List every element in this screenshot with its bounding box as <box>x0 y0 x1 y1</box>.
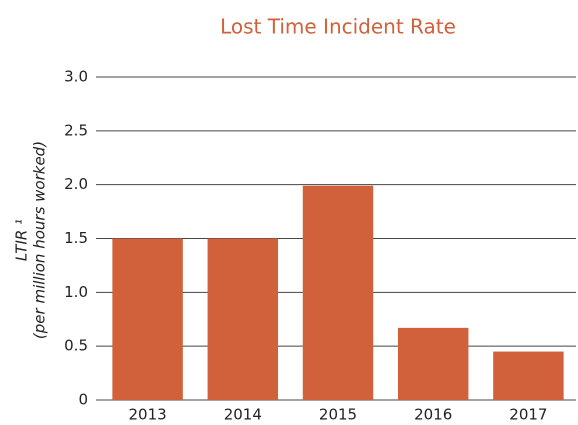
y-tick-label: 3.0 <box>64 68 88 86</box>
y-tick-label: 2.5 <box>64 121 88 139</box>
x-tick-label: 2016 <box>414 406 452 424</box>
y-axis-label: LTIR ¹ <box>13 219 31 261</box>
chart-title: Lost Time Incident Rate <box>220 15 456 39</box>
bar <box>112 238 183 400</box>
bar <box>397 327 469 400</box>
y-tick-label: 0 <box>78 391 88 409</box>
x-tick-label: 2015 <box>319 406 357 424</box>
y-tick-label: 1.5 <box>64 229 88 247</box>
x-tick-label: 2014 <box>224 406 262 424</box>
x-tick-label: 2017 <box>509 406 547 424</box>
x-tick-label: 2013 <box>129 406 167 424</box>
bar <box>493 351 564 400</box>
y-tick-label: 0.5 <box>64 337 88 355</box>
bar <box>302 185 374 400</box>
y-tick-label: 1.0 <box>64 283 88 301</box>
bar <box>207 238 279 400</box>
y-tick-label: 2.0 <box>64 175 88 193</box>
y-axis-label: (per million hours worked) <box>31 141 49 339</box>
